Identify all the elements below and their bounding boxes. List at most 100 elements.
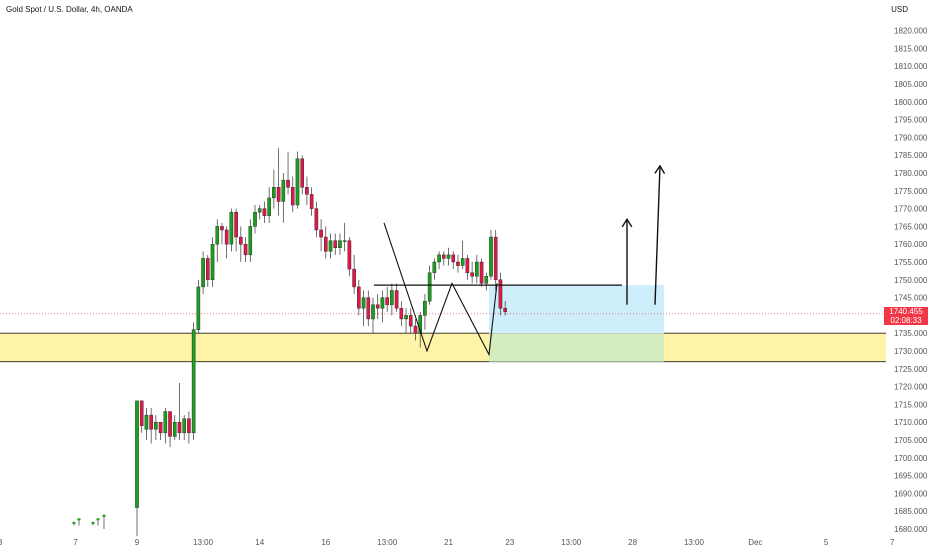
candle-body <box>239 236 243 245</box>
candle-body <box>333 240 338 248</box>
candle-body <box>276 187 281 202</box>
candle-body <box>262 208 267 216</box>
time-tick-label: 28 <box>628 538 637 547</box>
time-tick-label: 23 <box>505 538 514 547</box>
support-zone-layer <box>0 285 886 363</box>
price-tick-label: 1815.000 <box>894 44 928 53</box>
stop-zone <box>489 333 664 362</box>
price-tick-label: 1690.000 <box>894 489 928 498</box>
candle-body <box>324 236 328 252</box>
candle-body <box>366 297 371 320</box>
candle-body <box>394 290 399 309</box>
price-tick-label: 1700.000 <box>894 454 928 463</box>
candle-body <box>196 286 201 330</box>
candle-body <box>498 279 503 309</box>
price-tick-label: 1790.000 <box>894 133 928 142</box>
candle-body <box>371 304 375 320</box>
candle-body <box>96 518 100 521</box>
candle-body <box>342 240 347 242</box>
candle-body <box>479 261 484 284</box>
candle-body <box>470 272 474 277</box>
time-tick-label: 3 <box>0 538 3 547</box>
last-price-badge: 1740.455 02:08:33 <box>884 307 928 325</box>
candle-body <box>338 240 342 248</box>
candle-body <box>163 411 168 434</box>
candle-body <box>375 304 380 309</box>
time-axis[interactable]: 37913:00141613:00212313:002813:00Dec5713… <box>0 538 932 547</box>
price-tick-label: 1695.000 <box>894 472 928 481</box>
price-tick-label: 1720.000 <box>894 383 928 392</box>
time-tick-label: 14 <box>255 538 264 547</box>
time-tick-label: 13:00 <box>561 538 582 547</box>
bar-countdown: 02:08:33 <box>890 316 922 325</box>
candle-body <box>168 411 172 437</box>
time-tick-label: 7 <box>73 538 78 547</box>
candle-body <box>432 261 437 273</box>
price-tick-label: 1775.000 <box>894 187 928 196</box>
candle-body <box>300 158 305 188</box>
price-tick-label: 1780.000 <box>894 169 928 178</box>
candle-body <box>158 422 163 434</box>
candle-body <box>257 208 262 213</box>
candle-body <box>286 179 290 188</box>
price-axis[interactable]: 1820.000 1815.000 1810.000 1805.000 1800.000… <box>894 27 928 534</box>
long-target-arrow-shaft <box>654 165 661 305</box>
time-tick-label: 13:00 <box>377 538 398 547</box>
candle-body <box>91 521 95 524</box>
candle-body <box>220 226 224 231</box>
time-tick-label: 7 <box>890 538 895 547</box>
candle-body <box>465 258 470 273</box>
candle-body <box>72 521 76 524</box>
price-tick-label: 1805.000 <box>894 80 928 89</box>
candle-body <box>102 514 106 517</box>
candle-body <box>144 414 149 430</box>
price-tick-label: 1755.000 <box>894 258 928 267</box>
symbol-title[interactable]: Gold Spot / U.S. Dollar, 4h, OANDA <box>6 5 133 14</box>
candle-body <box>319 229 323 238</box>
candle-body <box>172 422 177 437</box>
candle-body <box>77 518 81 521</box>
time-tick-label: 9 <box>135 538 140 547</box>
candle-body <box>139 400 144 426</box>
candle-body <box>328 240 333 252</box>
candle-body <box>489 236 493 277</box>
candle-body <box>437 254 441 263</box>
candles-layer <box>72 148 507 537</box>
candle-body <box>272 187 276 199</box>
candle-body <box>154 422 158 430</box>
candle-body <box>460 258 465 266</box>
candle-body <box>248 226 253 256</box>
candle-body <box>229 211 234 245</box>
candle-body <box>177 422 182 434</box>
target-zone <box>489 285 664 334</box>
price-tick-label: 1760.000 <box>894 240 928 249</box>
candle-body <box>210 243 215 280</box>
time-tick-label: Dec <box>748 538 762 547</box>
candle-body <box>493 236 498 281</box>
price-tick-label: 1820.000 <box>894 27 928 36</box>
last-price-value: 1740.455 <box>889 307 923 316</box>
candle-body <box>187 418 191 434</box>
price-tick-label: 1685.000 <box>894 507 928 516</box>
support-zone <box>0 333 886 362</box>
price-tick-label: 1800.000 <box>894 98 928 107</box>
candle-body <box>295 158 300 206</box>
price-tick-label: 1770.000 <box>894 205 928 214</box>
candle-body <box>357 286 361 309</box>
candle-body <box>201 258 205 288</box>
price-tick-label: 1680.000 <box>894 525 928 534</box>
candle-body <box>390 290 394 305</box>
candle-body <box>253 211 257 227</box>
long-target-arrow-head <box>654 164 666 175</box>
candle-body <box>475 261 479 277</box>
candle-body <box>267 197 271 216</box>
candle-body <box>385 297 389 305</box>
candle-body <box>205 258 210 281</box>
candle-body <box>503 308 507 313</box>
time-tick-label: 13:00 <box>193 538 214 547</box>
candle-body <box>182 418 187 434</box>
candle-body <box>309 194 314 209</box>
candle-body <box>408 315 413 327</box>
